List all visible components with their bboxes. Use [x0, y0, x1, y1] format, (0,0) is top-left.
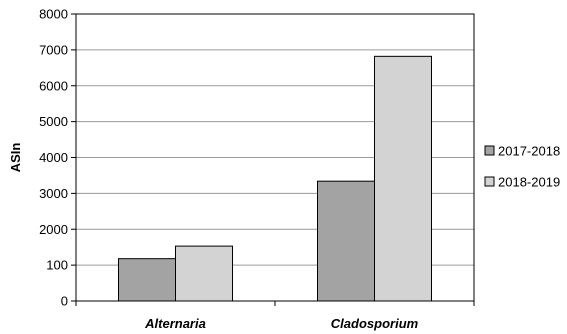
y-tick-label: 6000 — [39, 78, 68, 93]
bar-cladosporium-2018-2019 — [374, 55, 432, 302]
x-category-label: Cladosporium — [331, 316, 419, 331]
bar-alternaria-2018-2019 — [175, 245, 233, 302]
y-tick-label: 8000 — [39, 7, 68, 22]
y-axis-title: ASIn — [8, 143, 23, 173]
legend: 2017-2018 2018-2019 — [484, 144, 560, 190]
bar-cladosporium-2017-2018 — [317, 180, 375, 302]
y-tick-label: 5000 — [39, 114, 68, 129]
legend-label: 2017-2018 — [498, 144, 560, 159]
y-axis-ticks: 0 100 2000 3000 4000 5000 6000 7000 8000 — [39, 7, 76, 309]
y-tick-label: 3000 — [39, 186, 68, 201]
y-tick-label: 7000 — [39, 42, 68, 57]
gridlines — [76, 49, 474, 266]
y-tick-label: 2000 — [39, 222, 68, 237]
y-tick-label: 0 — [61, 294, 68, 309]
x-axis-labels: Alternaria Cladosporium — [75, 301, 475, 331]
y-tick-label: 4000 — [39, 150, 68, 165]
bar-alternaria-2017-2018 — [118, 258, 176, 302]
legend-swatch — [484, 145, 495, 156]
legend-swatch — [484, 176, 495, 187]
legend-label: 2018-2019 — [498, 175, 560, 190]
x-category-label: Alternaria — [144, 316, 206, 331]
y-tick-label: 100 — [46, 258, 68, 273]
bars — [118, 55, 432, 302]
